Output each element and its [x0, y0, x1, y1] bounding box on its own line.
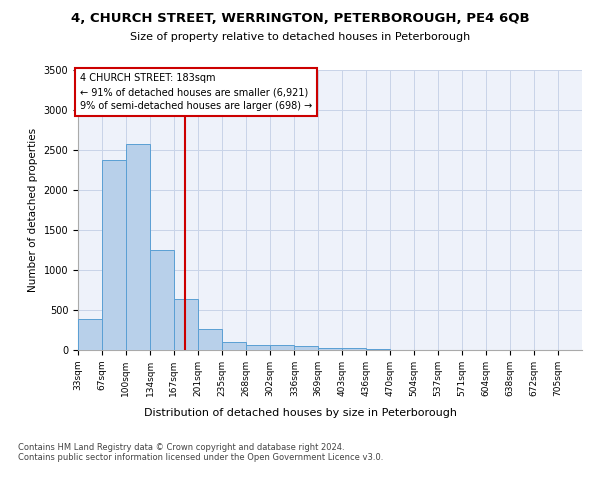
Bar	[295, 346, 318, 350]
Text: Contains HM Land Registry data © Crown copyright and database right 2024.
Contai: Contains HM Land Registry data © Crown c…	[18, 442, 383, 462]
Text: 4 CHURCH STREET: 183sqm
← 91% of detached houses are smaller (6,921)
9% of semi-: 4 CHURCH STREET: 183sqm ← 91% of detache…	[80, 73, 313, 111]
Bar	[150, 250, 173, 350]
Text: Size of property relative to detached houses in Peterborough: Size of property relative to detached ho…	[130, 32, 470, 42]
Text: Distribution of detached houses by size in Peterborough: Distribution of detached houses by size …	[143, 408, 457, 418]
Bar	[78, 319, 102, 350]
Y-axis label: Number of detached properties: Number of detached properties	[28, 128, 38, 292]
Bar	[365, 349, 390, 350]
Text: 4, CHURCH STREET, WERRINGTON, PETERBOROUGH, PE4 6QB: 4, CHURCH STREET, WERRINGTON, PETERBOROU…	[71, 12, 529, 26]
Bar	[102, 160, 126, 350]
Bar	[222, 342, 246, 350]
Bar	[173, 299, 198, 350]
Bar	[126, 144, 150, 350]
Bar	[246, 345, 270, 350]
Bar	[318, 348, 342, 350]
Bar	[198, 329, 222, 350]
Bar	[270, 345, 295, 350]
Bar	[342, 348, 365, 350]
